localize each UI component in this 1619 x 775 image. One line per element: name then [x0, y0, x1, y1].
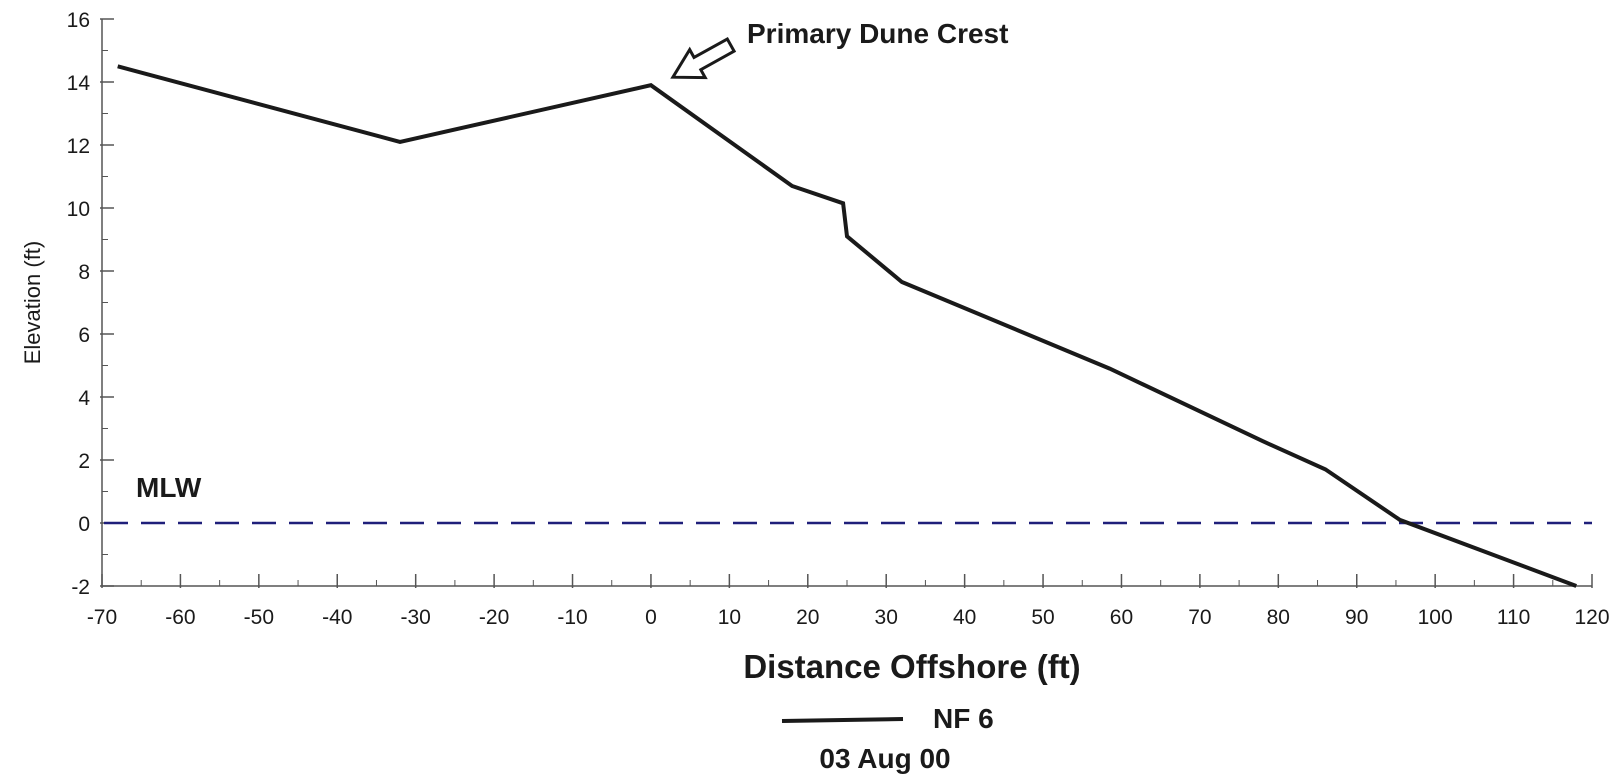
y-tick-label: 14	[67, 72, 91, 95]
x-tick-label: 10	[718, 606, 741, 629]
x-tick-label: 0	[645, 606, 657, 629]
x-tick-label: 30	[875, 606, 898, 629]
y-tick-label: 16	[67, 9, 90, 32]
y-axis-label: Elevation (ft)	[20, 241, 45, 365]
x-tick-label: 110	[1497, 606, 1530, 629]
y-tick-label: 6	[78, 324, 90, 347]
legend-label-nf6: NF 6	[933, 703, 994, 734]
legend: NF 6 03 Aug 00	[781, 703, 994, 774]
x-tick-label: 80	[1267, 606, 1290, 629]
annotation-arrow-icon	[670, 36, 737, 80]
y-tick-label: 10	[67, 198, 90, 221]
annotation-primary-dune-crest: Primary Dune Crest	[747, 18, 1008, 49]
legend-swatch-nf6	[781, 717, 904, 723]
x-tick-label: 100	[1418, 606, 1453, 629]
y-tick-label: 2	[78, 450, 90, 473]
x-axis-label: Distance Offshore (ft)	[743, 648, 1080, 685]
reference-layer: MLW	[104, 472, 1592, 525]
x-tick-label: 120	[1574, 606, 1609, 629]
series-layer	[117, 64, 1578, 588]
x-tick-label: -50	[244, 606, 274, 629]
x-tick-label: 20	[796, 606, 819, 629]
x-tick-label: 60	[1110, 606, 1133, 629]
x-tick-label: -60	[165, 606, 195, 629]
y-tick-label: 8	[78, 261, 90, 284]
x-tick-label: 40	[953, 606, 976, 629]
x-tick-label: 90	[1345, 606, 1368, 629]
x-tick-label: -70	[87, 606, 117, 629]
x-tick-label: -20	[479, 606, 509, 629]
x-tick-label: 70	[1188, 606, 1211, 629]
y-tick-label: 12	[67, 135, 90, 158]
y-tick-label: -2	[71, 576, 90, 599]
y-tick-label: 4	[78, 387, 90, 410]
mlw-label: MLW	[136, 472, 202, 503]
legend-date: 03 Aug 00	[819, 743, 950, 774]
series-line-nf6	[117, 64, 1578, 588]
x-tick-label: -30	[401, 606, 431, 629]
y-tick-label: 0	[78, 513, 90, 536]
x-tick-label: -40	[322, 606, 352, 629]
annotation-layer: Primary Dune Crest	[670, 18, 1008, 80]
x-tick-label: 50	[1031, 606, 1054, 629]
x-tick-label: -10	[557, 606, 587, 629]
